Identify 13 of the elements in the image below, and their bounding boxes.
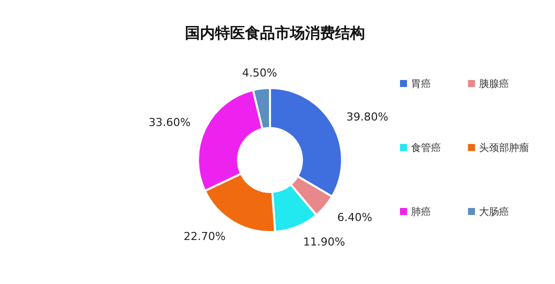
- legend-label: 胃癌: [411, 78, 431, 90]
- legend-label: 肺癌: [411, 206, 431, 218]
- legend-label: 头颈部肿瘤: [479, 142, 529, 154]
- chart-title: 国内特医食品市场消费结构: [185, 24, 365, 42]
- legend-label: 食管癌: [411, 142, 441, 154]
- legend-label: 胰腺癌: [479, 78, 509, 90]
- data-label: 39.80%: [346, 110, 388, 124]
- data-label: 6.40%: [337, 210, 372, 224]
- data-label: 33.60%: [148, 116, 191, 130]
- legend-label: 大肠癌: [479, 206, 509, 218]
- data-label: 11.90%: [303, 236, 346, 249]
- data-label: 4.50%: [242, 66, 278, 80]
- data-label: 22.70%: [184, 230, 226, 243]
